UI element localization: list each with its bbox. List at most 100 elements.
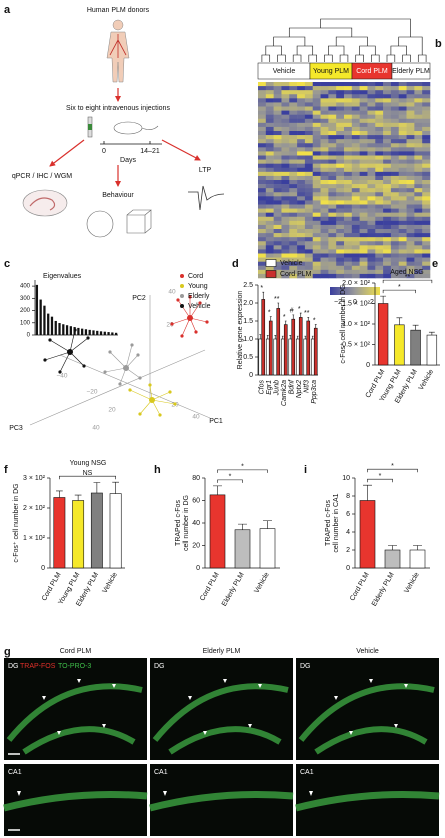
heatmap-cell [344,220,353,226]
heatmap-cell [281,102,290,107]
heatmap-cell [273,159,282,164]
heatmap-cell [265,216,274,222]
heatmap-cell [359,253,368,258]
heatmap-cell [320,143,329,148]
heatmap-cell [351,126,360,132]
legend-label: Young [188,283,208,290]
heatmap-cell [281,175,290,181]
y-tick-label: 300 [20,296,31,302]
heatmap-cell [390,273,400,279]
heatmap-cell [367,208,376,213]
heatmap-cell [312,204,321,209]
heatmap-cell [398,200,407,205]
heatmap-cell [390,126,400,132]
heatmap-cell [281,90,290,95]
heatmap-cell [289,249,298,254]
bar [43,305,46,335]
heatmap-cell [320,94,329,99]
heatmap-cell [258,159,267,164]
heatmap-cell [406,196,415,201]
heatmap-cell [375,143,384,148]
heatmap-cell [289,126,298,132]
x-tick-label: Camk2a [281,380,288,406]
heatmap-cell [367,245,376,250]
heatmap-cell [336,159,345,164]
dendrogram-branch [402,54,411,62]
y-tick-label: 1 × 10² [23,535,46,542]
heatmap-cell [273,269,282,275]
pca-tick-label: 40 [168,289,176,296]
heatmap-cell [414,180,423,185]
heatmap-cell [297,241,306,246]
error-bar [292,314,295,320]
heatmap-cell [398,147,407,152]
heatmap-cell [304,175,314,181]
heatmap-cell [304,273,314,279]
colorbar [330,287,380,295]
heatmap-cell [383,265,392,271]
heatmap-cell [359,192,368,197]
heatmap-cell [422,237,431,242]
heatmap-cell [359,273,368,279]
heatmap-cell [344,110,353,115]
heatmap-cell [297,159,306,164]
heatmap-cell [344,245,353,250]
heatmap-cell [367,265,376,271]
bar [103,331,106,335]
error-bar [296,335,299,339]
heatmap-cell [258,196,267,201]
heatmap-cell [289,184,298,189]
heatmap-cell [273,155,282,160]
heatmap-cell [258,216,267,222]
bar [111,332,114,335]
heatmap-cell [351,233,360,238]
heatmap-cell [351,159,360,164]
heatmap-cell [414,216,423,222]
heatmap-cell [304,118,314,124]
heatmap-cell [273,216,282,222]
heatmap-cell [414,212,423,218]
heatmap-cell [273,180,282,185]
heatmap-cell [406,163,415,169]
heatmap-cell [328,261,337,267]
heatmap-cell [390,90,400,95]
heatmap-cell [297,106,306,111]
dendrogram-branch [386,54,396,62]
heatmap-cell [383,143,392,148]
heatmap-cell [265,155,274,160]
heatmap-cell [265,110,274,115]
granule-layer [6,683,143,742]
heatmap-cell [359,265,368,271]
heatmap-cell [265,237,274,242]
error-bar [56,490,63,498]
heatmap-cell [258,180,267,185]
heatmap-cell [375,135,384,140]
heatmap-cell [320,233,329,238]
error-bar [284,320,287,325]
heatmap-cell [398,261,407,267]
legend-marker [180,294,184,298]
heatmap-cell [312,273,321,279]
heatmap-cell [398,253,407,258]
dendrogram-branch [355,54,364,62]
heatmap-cell [304,159,314,164]
heatmap-cell [359,155,368,160]
heatmap-cell [281,151,290,156]
heatmap-cell [320,175,329,181]
heatmap-cell [367,216,376,222]
heatmap-cell [406,90,415,95]
heatmap-cell [336,200,345,205]
heatmap-cell [359,135,368,140]
heatmap-cell [312,269,321,275]
heatmap-cell [273,237,282,242]
heatmap-cell [336,155,345,160]
heatmap-cell [422,163,431,169]
fear-box [126,209,152,234]
heatmap-cell [328,269,337,275]
heatmap-cell [336,188,345,193]
heatmap-cell [422,257,431,262]
pca-point [82,364,86,368]
heatmap-cell [297,151,306,156]
heatmap-cell [281,245,290,250]
pca-spoke [104,367,127,373]
